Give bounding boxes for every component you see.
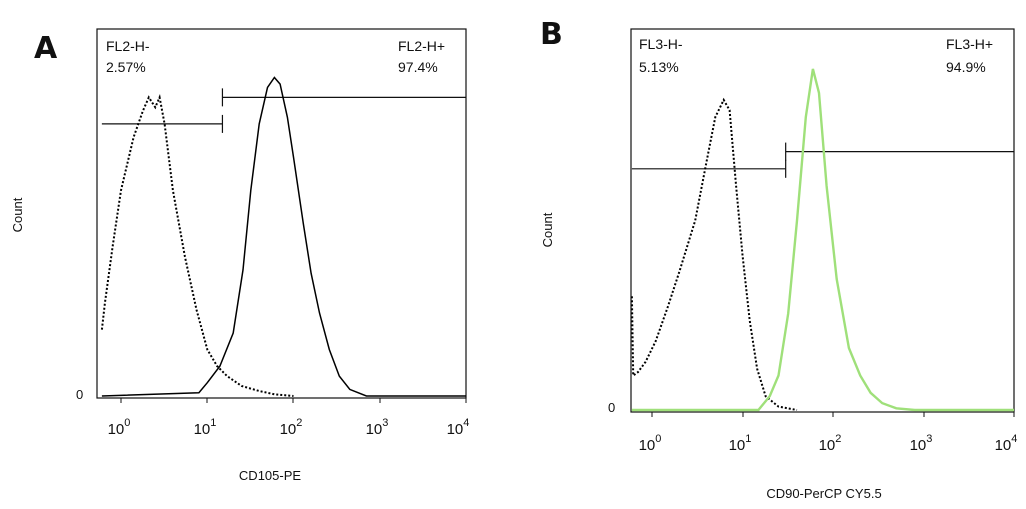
- chart-a-tick-1: 101: [194, 417, 217, 438]
- chart-a-gate-neg-line: [101, 114, 224, 133]
- chart-b-y-zero: 0: [608, 400, 615, 415]
- chart-b-gate-neg-percent: 5.13%: [639, 59, 679, 75]
- chart-a-gate-pos-name: FL2-H+: [398, 38, 445, 54]
- chart-b-gate-pos-percent: 94.9%: [946, 59, 986, 75]
- chart-b-gate-pos-name: FL3-H+: [946, 36, 993, 52]
- chart-a-tick-0: 100: [108, 417, 131, 438]
- chart-b-xticks: 100 101 102 103 104: [639, 412, 1018, 454]
- chart-b-gate-neg-line: [631, 159, 787, 178]
- chart-b-series-marker: [631, 68, 1014, 412]
- chart-a-gate-neg-percent: 2.57%: [106, 59, 146, 75]
- chart-a-series-control: [100, 94, 294, 397]
- chart-a-series-marker: [101, 76, 466, 397]
- chart-a-ylabel: Count: [10, 197, 25, 232]
- chart-b: B Count 0 CD90-PerCP CY5.5 100 101 102 1…: [540, 17, 1017, 501]
- chart-b-xlabel: CD90-PerCP CY5.5: [766, 486, 881, 501]
- chart-a-tick-4: 104: [447, 417, 470, 438]
- chart-b-ylabel: Count: [540, 212, 555, 247]
- chart-b-tick-4: 104: [995, 433, 1018, 454]
- chart-b-gate-pos-line: [785, 142, 1014, 161]
- chart-a-gate-pos-percent: 97.4%: [398, 59, 438, 75]
- chart-a-xticks: 100 101 102 103 104: [108, 398, 470, 438]
- chart-a-xlabel: CD105-PE: [239, 468, 301, 483]
- chart-a-gate-pos-line: [221, 88, 466, 107]
- chart-b-series-control: [630, 97, 798, 411]
- chart-b-tick-1: 101: [729, 433, 752, 454]
- chart-b-tick-0: 100: [639, 433, 662, 454]
- chart-a-tick-3: 103: [366, 417, 389, 438]
- chart-a: A Count 0 CD105-PE 100 101 102 103 104 F…: [10, 28, 470, 483]
- chart-b-frame: [630, 28, 1015, 413]
- panel-a-label: A: [34, 31, 58, 66]
- chart-a-y-zero: 0: [76, 387, 83, 402]
- chart-b-tick-3: 103: [910, 433, 933, 454]
- chart-b-tick-2: 102: [819, 433, 842, 454]
- chart-b-gate-neg-name: FL3-H-: [639, 36, 683, 52]
- chart-a-gate-neg-name: FL2-H-: [106, 38, 150, 54]
- chart-a-tick-2: 102: [280, 417, 303, 438]
- panel-b-label: B: [540, 17, 563, 52]
- chart-a-frame: [96, 28, 467, 399]
